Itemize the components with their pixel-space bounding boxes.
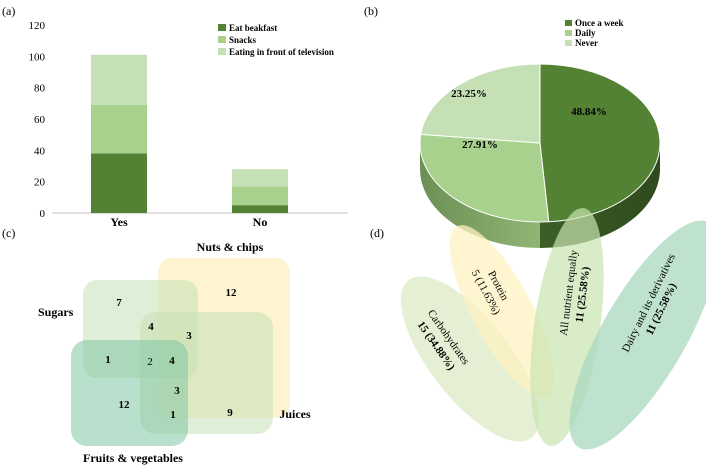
legend-label-snacks: Snacks (229, 35, 257, 45)
legend-label-daily: Daily (575, 28, 596, 38)
legend-swatch-eat-beakfast (218, 24, 226, 31)
venn-count-sugars-nuts: 4 (148, 321, 154, 333)
pie-slice-never (420, 63, 541, 144)
legend-swatch-eating-in-front-of-television (218, 48, 226, 55)
y-tick-label: 60 (34, 114, 46, 126)
venn-count-fruits-juices-nuts: 3 (174, 385, 180, 397)
bar-yes-eating-in-front-of-television (91, 54, 147, 105)
pie-chart-3d: 48.84% 27.91% 23.25% (419, 63, 661, 248)
bar-no-eat-beakfast (232, 205, 288, 213)
pie-label-once-a-week: 48.84% (571, 106, 607, 118)
y-tick-label: 0 (40, 208, 46, 220)
y-tick-label: 100 (29, 51, 46, 63)
nutrient-ellipses: Carbohydrates 15 (34.88%) Protein 5 (11.… (400, 208, 706, 450)
bar-yes-snacks (91, 104, 147, 154)
venn-count-sugars-only: 7 (116, 297, 122, 309)
legend-label-eat-beakfast: Eat beakfast (229, 23, 277, 33)
pie-label-daily: 27.91% (462, 139, 498, 151)
legend-label-never: Never (575, 38, 598, 48)
pie-slice-once-a-week (539, 63, 661, 223)
venn-set-fruits (71, 340, 188, 446)
bar-no-snacks (232, 186, 288, 206)
ellipse-carbohydrates (400, 276, 540, 442)
panel-label-a: (a) (2, 4, 15, 18)
venn-count-sugars-nuts-juices: 3 (186, 330, 192, 342)
stacked-bar-chart: 0 20 40 60 80 100 120 Yes No (29, 20, 348, 229)
legend-label-eating-in-front-of-television: Eating in front of television (229, 47, 334, 57)
legend-swatch-once-a-week (565, 20, 572, 26)
x-tick-label: Yes (110, 215, 128, 229)
y-tick-label: 80 (34, 83, 46, 95)
venn-count-juices-only: 9 (227, 407, 233, 419)
pie-label-never: 23.25% (451, 88, 487, 100)
venn-count-fruits-juices: 1 (170, 409, 176, 421)
venn-count-all-four: 4 (169, 355, 175, 367)
y-tick-label: 20 (34, 177, 46, 189)
venn-count-sugars-fruits-juices: 2 (147, 356, 153, 368)
panel-label-d: (d) (370, 226, 384, 240)
venn-count-fruits-only: 12 (119, 399, 131, 411)
pie-side-daily-never (420, 143, 540, 248)
ellipse-dairy (569, 220, 706, 450)
venn-label-sugars: Sugars (38, 305, 74, 319)
pie-slice-daily (419, 133, 550, 223)
venn-count-nuts-only: 12 (226, 287, 238, 299)
venn-diagram: Nuts & chips Sugars Juices Fruits & vege… (38, 240, 311, 465)
venn-count-sugars-fruits: 1 (105, 354, 111, 366)
legend-swatch-never (565, 40, 572, 46)
legend-swatch-snacks (218, 36, 226, 43)
venn-label-juices: Juices (279, 407, 311, 421)
venn-label-nuts: Nuts & chips (197, 240, 264, 254)
legend-label-once-a-week: Once a week (575, 18, 624, 28)
x-tick-label: No (253, 215, 268, 229)
ellipse-protein (449, 225, 555, 397)
y-tick-label: 120 (29, 20, 46, 32)
venn-label-fruits: Fruits & vegetables (83, 451, 183, 465)
bar-no-eating-in-front-of-television (232, 169, 288, 187)
y-tick-label: 40 (34, 145, 46, 157)
legend-swatch-daily (565, 30, 572, 36)
bar-yes-eat-beakfast (91, 153, 147, 213)
bar-legend: Eat beakfast Snacks Eating in front of tel… (218, 23, 334, 57)
panel-label-c: (c) (2, 226, 15, 240)
panel-label-b: (b) (364, 4, 378, 18)
